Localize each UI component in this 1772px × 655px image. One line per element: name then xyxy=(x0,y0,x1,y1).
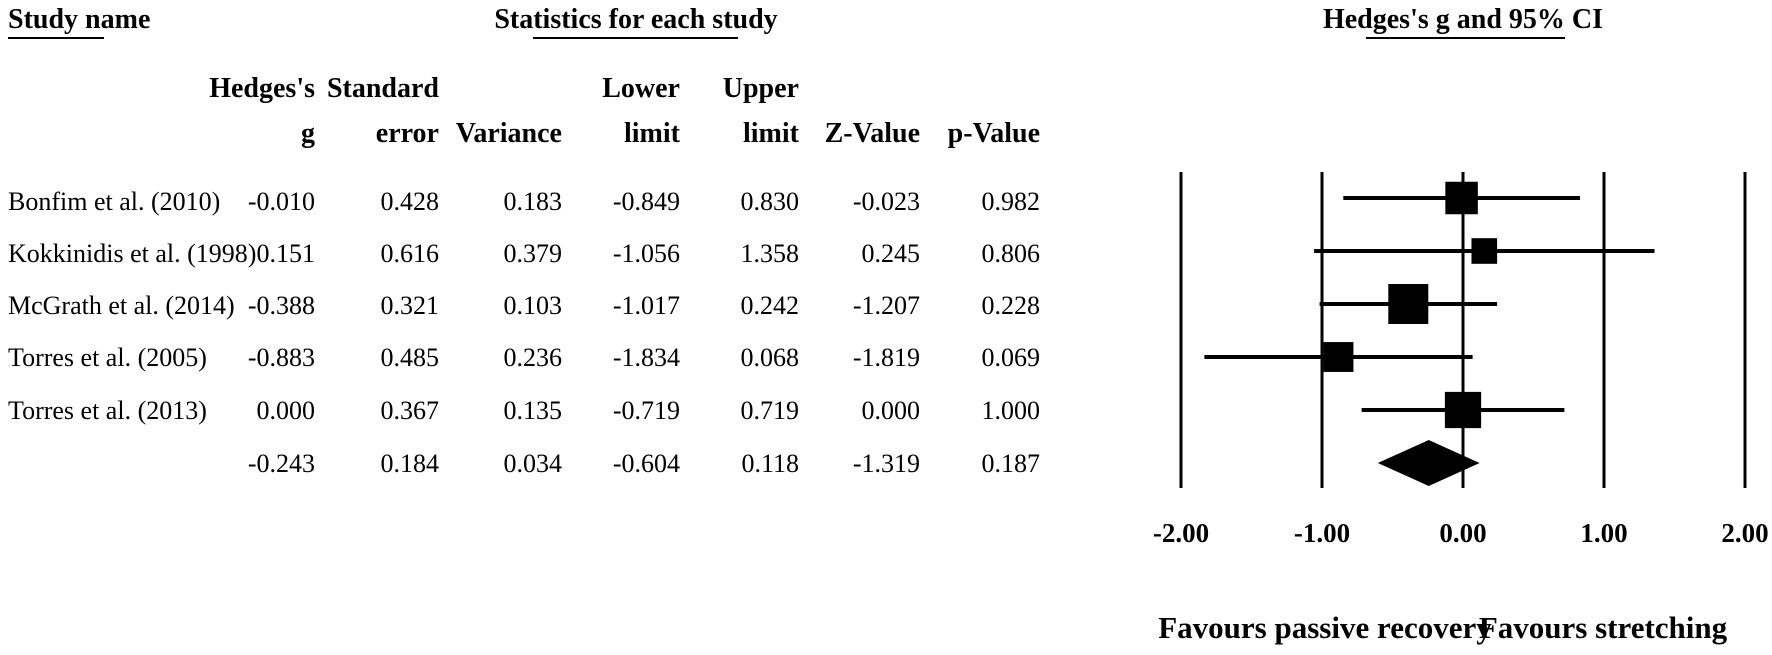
table-cell: -0.883 xyxy=(248,343,315,372)
effect-marker xyxy=(1388,284,1429,324)
table-cell: 0.321 xyxy=(381,291,440,320)
study-name-cell: McGrath et al. (2014) xyxy=(8,291,235,320)
column-header-line1: Lower xyxy=(602,73,680,104)
statistics-header: Statistics for each study xyxy=(494,4,777,35)
table-row: Bonfim et al. (2010) -0.010 0.428 0.183 -0.8… xyxy=(8,187,1040,216)
table-row: Torres et al. (2013) 0.000 0.367 0.135 -0.71… xyxy=(8,396,1040,425)
table-cell: 0.151 xyxy=(257,239,316,268)
table-cell: -0.604 xyxy=(613,449,680,478)
study-name-cell: Kokkinidis et al. (1998) xyxy=(8,239,256,268)
table-cell: 0.367 xyxy=(381,396,440,425)
table-cell: 0.428 xyxy=(381,187,440,216)
table-cell: -1.819 xyxy=(853,343,920,372)
column-headers: Hedges's g Standard error Variance Lower limit… xyxy=(209,73,1040,149)
table-cell: 0.135 xyxy=(504,396,563,425)
column-header-line2: limit xyxy=(743,118,800,149)
table-cell: 0.183 xyxy=(504,187,563,216)
table-cell: 0.068 xyxy=(741,343,800,372)
column-header-line2: p-Value xyxy=(948,118,1040,149)
table-cell: -0.388 xyxy=(248,291,315,320)
statistics-table: Bonfim et al. (2010) -0.010 0.428 0.183 -0.8… xyxy=(8,187,1040,478)
table-cell: 0.485 xyxy=(381,343,440,372)
x-tick-label: 2.00 xyxy=(1721,518,1768,548)
table-cell: -0.849 xyxy=(613,187,680,216)
summary-diamond xyxy=(1377,440,1480,486)
table-row: -0.243 0.184 0.034 -0.604 0.118 -1.319 0.187 xyxy=(248,449,1040,478)
table-cell: -0.023 xyxy=(853,187,920,216)
table-cell: -1.319 xyxy=(853,449,920,478)
plot-title: Hedges's g and 95% CI xyxy=(1323,4,1603,35)
table-cell: -0.010 xyxy=(248,187,315,216)
table-cell: 0.000 xyxy=(862,396,921,425)
study-name-cell: Bonfim et al. (2010) xyxy=(8,187,220,216)
table-cell: 0.184 xyxy=(381,449,440,478)
table-cell: -1.834 xyxy=(613,343,680,372)
effect-marker xyxy=(1471,238,1498,264)
table-cell: 0.982 xyxy=(982,187,1041,216)
forest-plot-area: -2.00 -1.00 0.00 1.00 2.00 xyxy=(1153,172,1769,548)
column-header-line2: error xyxy=(376,118,439,149)
column-header-line2: g xyxy=(301,118,315,149)
table-cell: 0.830 xyxy=(741,187,800,216)
favours-left-label: Favours passive recovery xyxy=(1158,610,1492,645)
table-row: McGrath et al. (2014) -0.388 0.321 0.103 -1.… xyxy=(8,291,1040,320)
table-row: Torres et al. (2005) -0.883 0.485 0.236 -1.8… xyxy=(8,343,1040,372)
study-name-cell: Torres et al. (2005) xyxy=(8,343,207,372)
table-cell: 0.616 xyxy=(381,239,440,268)
x-tick-label: 0.00 xyxy=(1439,518,1486,548)
x-tick-label: -2.00 xyxy=(1153,518,1209,548)
x-tick-label: 1.00 xyxy=(1580,518,1627,548)
table-cell: 0.034 xyxy=(504,449,563,478)
table-cell: -1.017 xyxy=(613,291,680,320)
table-cell: 1.358 xyxy=(741,239,800,268)
table-cell: 0.245 xyxy=(862,239,921,268)
table-cell: 0.806 xyxy=(982,239,1041,268)
table-cell: -1.207 xyxy=(853,291,920,320)
table-cell: 0.069 xyxy=(982,343,1041,372)
table-cell: 0.719 xyxy=(741,396,800,425)
table-cell: 1.000 xyxy=(982,396,1041,425)
table-cell: 0.103 xyxy=(504,291,563,320)
table-cell: 0.187 xyxy=(982,449,1041,478)
column-header-line1: Upper xyxy=(723,73,799,104)
table-cell: 0.000 xyxy=(257,396,316,425)
effect-marker xyxy=(1323,342,1354,372)
table-cell: -0.719 xyxy=(613,396,680,425)
study-name-cell: Torres et al. (2013) xyxy=(8,396,207,425)
table-row: Kokkinidis et al. (1998) 0.151 0.616 0.379 -… xyxy=(8,239,1040,268)
table-cell: 0.236 xyxy=(504,343,563,372)
table-cell: 0.242 xyxy=(741,291,800,320)
column-header-line2: limit xyxy=(624,118,681,149)
column-header-line1: Standard xyxy=(327,73,439,104)
effect-marker xyxy=(1445,181,1478,215)
study-name-header: Study name xyxy=(8,4,150,35)
x-tick-label: -1.00 xyxy=(1294,518,1350,548)
column-header-line2: Z-Value xyxy=(825,118,920,149)
table-cell: 0.228 xyxy=(982,291,1041,320)
table-cell: 0.118 xyxy=(741,449,799,478)
column-header-line1: Hedges's xyxy=(209,73,315,104)
column-header-line2: Variance xyxy=(456,118,562,149)
table-cell: 0.379 xyxy=(504,239,563,268)
effect-marker xyxy=(1444,391,1482,429)
favours-right-label: Favours stretching xyxy=(1479,610,1728,645)
table-cell: -1.056 xyxy=(613,239,680,268)
table-cell: -0.243 xyxy=(248,449,315,478)
